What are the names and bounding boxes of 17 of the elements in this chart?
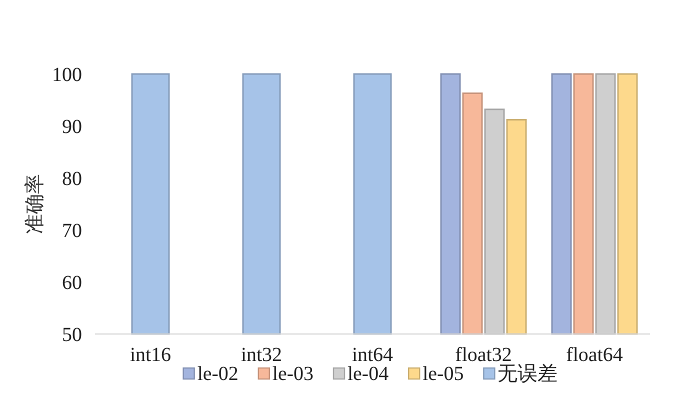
legend-label: le-05 <box>422 363 464 385</box>
x-tick-label: int16 <box>130 344 172 366</box>
y-tick-label: 80 <box>62 168 82 190</box>
x-tick-label: float32 <box>455 344 512 366</box>
legend-label: le-04 <box>348 363 389 385</box>
x-tick-label: int64 <box>352 344 394 366</box>
y-axis-title: 准确率 <box>24 174 46 234</box>
x-tick-label: float64 <box>566 344 623 366</box>
legend-label: le-02 <box>197 363 238 385</box>
y-tick-label: 90 <box>62 116 82 138</box>
y-tick-label: 60 <box>62 272 82 294</box>
y-tick-label: 70 <box>62 220 82 242</box>
legend-label: le-03 <box>272 363 314 385</box>
x-tick-label: int32 <box>240 344 282 366</box>
y-tick-label: 100 <box>52 64 82 86</box>
legend-label: 无误差 <box>498 363 558 385</box>
y-tick-label: 50 <box>62 324 82 346</box>
